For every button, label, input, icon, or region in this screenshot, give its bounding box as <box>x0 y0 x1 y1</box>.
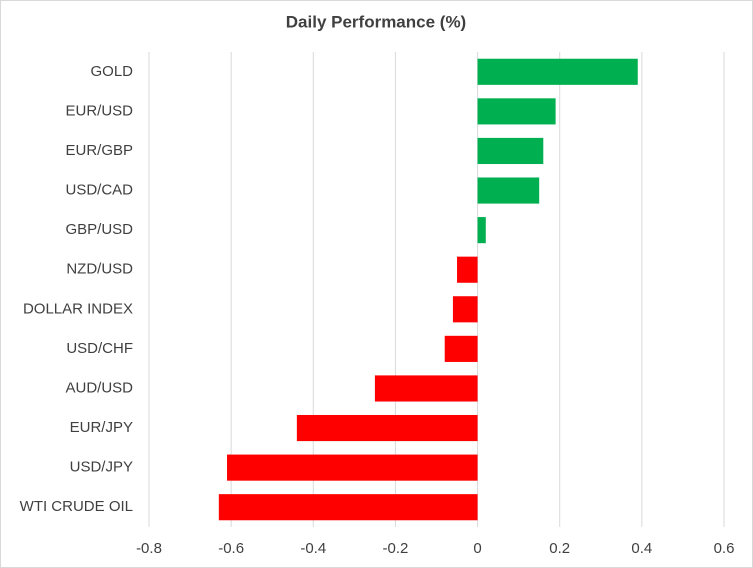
x-tick-label: 0.4 <box>631 540 652 557</box>
chart-title: Daily Performance (%) <box>286 12 466 31</box>
y-tick-label: USD/JPY <box>70 459 133 476</box>
y-tick-label: EUR/JPY <box>70 419 133 436</box>
x-tick-label: -0.4 <box>300 540 326 557</box>
bar <box>477 177 540 204</box>
y-tick-label: NZD/USD <box>66 261 133 278</box>
bar <box>374 375 478 402</box>
bar <box>296 414 478 442</box>
y-tick-label: WTI CRUDE OIL <box>20 498 133 515</box>
y-tick-label: DOLLAR INDEX <box>23 300 133 317</box>
bar <box>477 98 556 125</box>
y-tick-label: GBP/USD <box>65 221 133 238</box>
bar <box>227 454 478 481</box>
bar <box>444 335 478 362</box>
bar <box>477 137 544 165</box>
y-tick-label: USD/CAD <box>65 182 133 199</box>
x-tick-label: 0.6 <box>714 540 735 557</box>
x-tick-label: -0.8 <box>136 540 162 557</box>
y-tick-label: USD/CHF <box>66 340 133 357</box>
x-tick-label: -0.2 <box>382 540 408 557</box>
y-tick-label: AUD/USD <box>65 379 133 396</box>
y-tick-label: EUR/USD <box>65 102 133 119</box>
bar <box>218 494 478 521</box>
y-tick-label: EUR/GBP <box>65 142 133 159</box>
bar <box>477 58 638 85</box>
bar <box>457 256 478 283</box>
bar <box>477 217 486 244</box>
bar <box>452 296 478 323</box>
x-tick-label: 0.2 <box>549 540 570 557</box>
x-tick-label: 0 <box>473 540 481 557</box>
x-tick-label: -0.6 <box>218 540 244 557</box>
y-tick-label: GOLD <box>90 63 133 80</box>
